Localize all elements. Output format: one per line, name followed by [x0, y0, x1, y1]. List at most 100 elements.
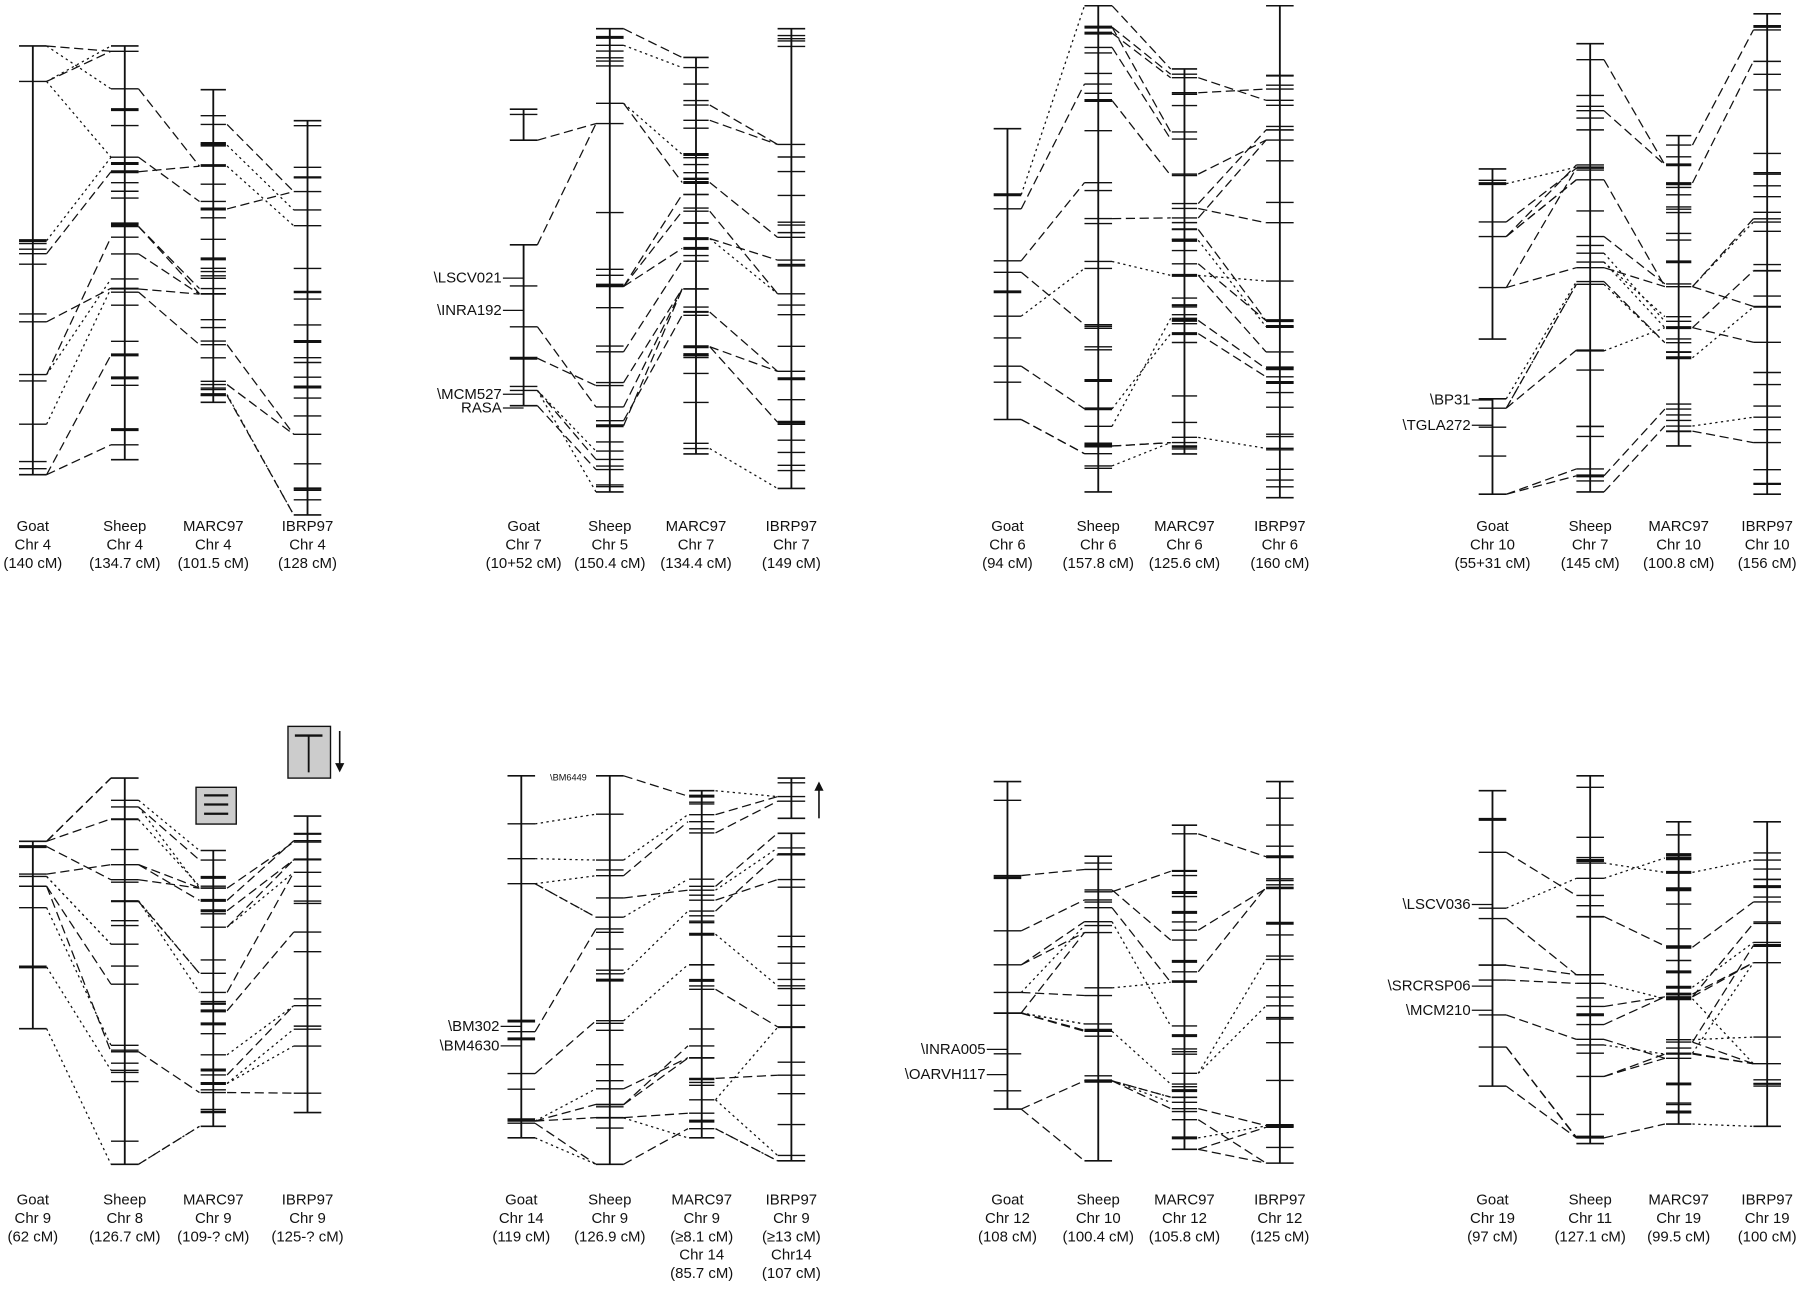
homology-link	[623, 1057, 689, 1090]
homology-link	[1112, 441, 1171, 447]
column-label: (100 cM)	[1738, 1228, 1797, 1245]
column-label: Chr 5	[592, 536, 629, 553]
marker-label: \OARVH117	[905, 1066, 986, 1083]
homology-link	[1691, 923, 1754, 998]
homology-link	[1603, 1038, 1666, 1059]
homology-link	[1603, 327, 1666, 352]
homology-link	[1111, 870, 1171, 893]
homology-link	[1603, 110, 1666, 166]
homology-link	[623, 775, 689, 797]
homology-link	[1111, 32, 1172, 79]
homology-link	[534, 883, 597, 918]
column-label: (128 cM)	[278, 555, 337, 572]
homology-link	[1198, 1148, 1267, 1164]
homology-link	[46, 886, 112, 1053]
homology-link	[1198, 77, 1267, 101]
homology-link	[1505, 851, 1577, 896]
column-label: (97 cM)	[1467, 1228, 1518, 1245]
column-label: Chr 9	[195, 1210, 232, 1227]
column-label: IBRP97	[1254, 518, 1305, 535]
homology-link	[709, 346, 779, 423]
homology-link	[715, 832, 779, 887]
homology-link	[1020, 365, 1085, 410]
homology-link	[1020, 271, 1085, 326]
homology-link	[226, 1005, 295, 1076]
homology-link	[1603, 267, 1666, 288]
homology-link	[1111, 100, 1172, 176]
homology-link	[138, 864, 200, 889]
homology-link	[1111, 1080, 1171, 1103]
homology-link	[226, 344, 295, 435]
homology-link	[1020, 921, 1085, 966]
column-label: IBRP97	[766, 1192, 817, 1209]
column-label: Sheep	[1077, 518, 1120, 535]
homology-link	[1603, 982, 1666, 1000]
homology-link	[1603, 857, 1666, 879]
column-label: (127.1 cM)	[1554, 1228, 1625, 1245]
column-label: MARC97	[183, 518, 244, 535]
homology-link	[138, 156, 200, 202]
column-label: Chr 4	[15, 536, 52, 553]
homology-link	[1506, 166, 1577, 185]
homology-link	[1197, 1005, 1267, 1074]
homology-link	[226, 384, 295, 435]
homology-link	[1020, 418, 1085, 455]
homology-link	[1111, 442, 1171, 467]
arrow-head	[335, 763, 345, 773]
homology-link	[715, 1128, 778, 1162]
homology-link	[1506, 267, 1577, 289]
column-label: Chr 9	[15, 1210, 52, 1227]
homology-link	[537, 122, 597, 141]
column-label: Chr 11	[1568, 1210, 1612, 1227]
column-label: Chr 9	[773, 1210, 810, 1227]
homology-link	[1505, 1085, 1577, 1139]
homology-link	[623, 288, 683, 408]
homology-link	[138, 900, 201, 993]
homology-link	[138, 799, 200, 851]
homology-link	[1197, 139, 1267, 175]
homology-link	[623, 1045, 689, 1106]
homology-link	[1603, 236, 1666, 285]
homology-link	[46, 45, 112, 90]
homology-link	[1692, 1052, 1754, 1065]
homology-link	[536, 123, 597, 246]
homology-link	[46, 45, 112, 52]
column-label: Sheep	[103, 518, 146, 535]
column-label: Chr 12	[1162, 1210, 1207, 1227]
homology-link	[1603, 1057, 1666, 1078]
homology-link	[623, 288, 683, 383]
homology-link	[1603, 1053, 1666, 1078]
column-label: Chr 8	[107, 1210, 144, 1227]
column-label: IBRP97	[1741, 1192, 1792, 1209]
homology-link	[1692, 270, 1754, 329]
homology-link	[46, 45, 112, 83]
column-label: Sheep	[1077, 1192, 1120, 1209]
homology-link	[1111, 318, 1172, 427]
homology-link	[1197, 959, 1267, 1074]
homology-link	[623, 1128, 689, 1165]
homology-link	[1603, 996, 1666, 1026]
column-label: IBRP97	[282, 518, 333, 535]
homology-link	[226, 395, 295, 516]
homology-link	[623, 910, 689, 975]
homology-link	[1505, 349, 1577, 409]
homology-link	[46, 354, 112, 475]
homology-link	[1506, 475, 1577, 495]
column-label: (140 cM)	[3, 555, 62, 572]
column-label: Sheep	[588, 518, 631, 535]
column-label: (55+31 cM)	[1454, 555, 1530, 572]
homology-link	[1198, 274, 1267, 282]
homology-link	[709, 210, 779, 295]
column-label: Chr 10	[1076, 1210, 1121, 1227]
homology-link	[226, 859, 295, 912]
homology-link	[1506, 964, 1577, 976]
column-label: Goat	[17, 518, 50, 535]
homology-link	[1692, 221, 1754, 288]
column-label: MARC97	[1154, 1192, 1215, 1209]
homology-link	[1603, 996, 1665, 1008]
homology-link	[226, 190, 294, 210]
homology-link	[1111, 921, 1172, 1027]
marker-label: \INRA192	[437, 302, 502, 319]
homology-link	[623, 878, 689, 918]
homology-link	[46, 966, 112, 1071]
